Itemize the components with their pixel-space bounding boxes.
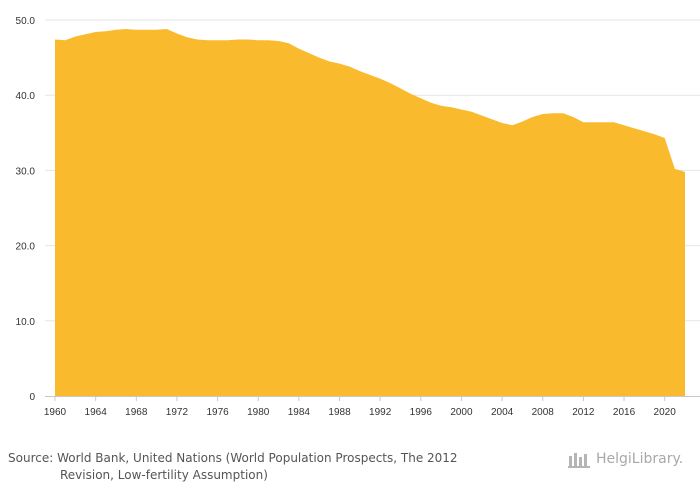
logo-text: HelgiLibrary. — [596, 451, 684, 467]
y-tick-label: 30.0 — [16, 166, 36, 177]
data-area — [55, 29, 685, 397]
x-tick-label: 2016 — [613, 407, 636, 418]
x-tick-label: 2000 — [450, 407, 473, 418]
x-tick-label: 1968 — [125, 407, 148, 418]
x-tick-label: 1996 — [410, 407, 433, 418]
x-tick-label: 1964 — [85, 407, 108, 418]
x-tick-label: 2012 — [572, 407, 595, 418]
x-tick-label: 1988 — [328, 407, 351, 418]
area-chart: 010.020.030.040.050.0 1960 1964 1968 1972 19… — [16, 16, 700, 418]
x-tick-label: 2008 — [532, 407, 555, 418]
source-note: Source: World Bank, United Nations (Worl… — [8, 450, 508, 484]
y-tick-label: 50.0 — [16, 16, 36, 27]
x-tick-label: 1976 — [206, 407, 229, 418]
library-icon — [568, 453, 590, 468]
x-axis-ticks — [54, 396, 666, 401]
x-tick-label: 2004 — [491, 407, 514, 418]
y-tick-label: 40.0 — [16, 91, 36, 102]
helgilibrary-logo: HelgiLibrary. — [568, 450, 683, 468]
y-tick-label: 0 — [29, 392, 35, 403]
source-line-1: Source: World Bank, United Nations (Worl… — [8, 451, 458, 465]
x-axis-labels: 1960 1964 1968 1972 1976 1980 1984 1988 1992 1996… — [44, 407, 676, 418]
x-tick-label: 1972 — [166, 407, 189, 418]
x-tick-label: 1980 — [247, 407, 270, 418]
x-tick-label: 1960 — [44, 407, 67, 418]
y-axis-labels: 0 10.0 20.0 30.0 40.0 50.0 — [16, 16, 36, 403]
x-tick-label: 1984 — [288, 407, 311, 418]
source-line-2: Revision, Low-fertility Assumption) — [60, 468, 268, 482]
y-tick-label: 20.0 — [16, 242, 36, 253]
x-tick-label: 2020 — [654, 407, 677, 418]
x-tick-label: 1992 — [369, 407, 392, 418]
y-tick-label: 10.0 — [16, 317, 36, 328]
